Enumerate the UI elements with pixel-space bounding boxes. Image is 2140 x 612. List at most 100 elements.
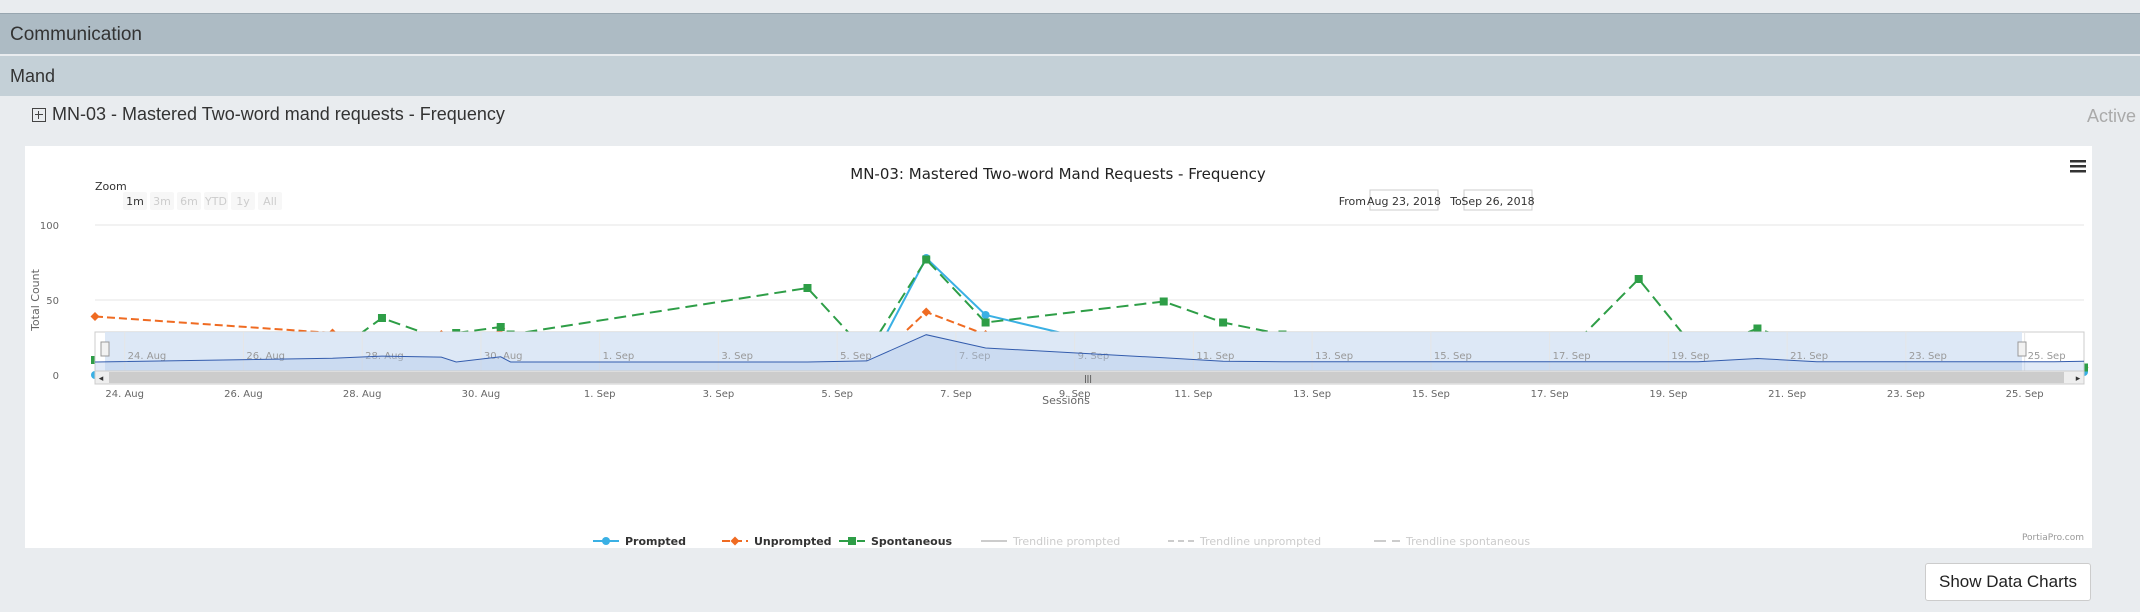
zoom-button[interactable]: YTD xyxy=(204,195,227,208)
x-tick-label: 1. Sep xyxy=(584,389,616,400)
y-tick-label: 0 xyxy=(53,371,59,382)
zoom-button[interactable]: 3m xyxy=(153,195,171,208)
navigator-line xyxy=(94,334,2085,363)
legend: Prompted Unprompted Spontaneous Trendline p… xyxy=(593,535,1530,548)
x-tick-label: 11. Sep xyxy=(1174,389,1212,400)
legend-item[interactable]: Prompted xyxy=(625,535,686,548)
data-point-spontaneous[interactable] xyxy=(496,323,505,331)
legend-item[interactable]: Trendline prompted xyxy=(1012,535,1120,548)
zoom-button-bg[interactable] xyxy=(123,192,147,210)
data-point-spontaneous[interactable] xyxy=(803,284,812,292)
goal-status: Active xyxy=(2086,106,2136,126)
data-point-spontaneous[interactable] xyxy=(1219,318,1228,327)
menu-icon-bar xyxy=(2070,160,2086,163)
range-from-input[interactable] xyxy=(1369,189,1439,211)
y-axis-label: Total Count xyxy=(29,268,42,332)
menu-icon-bar xyxy=(2070,170,2086,173)
navigator-tick-label: 25. Sep xyxy=(2028,351,2066,362)
navigator-tick-label: 24. Aug xyxy=(128,351,167,362)
section-header[interactable]: Communication xyxy=(0,13,2140,54)
data-point-unprompted[interactable] xyxy=(921,307,931,317)
navigator-tick-label: 3. Sep xyxy=(721,351,753,362)
range-to-label: To xyxy=(1449,195,1462,208)
zoom-button-bg[interactable] xyxy=(204,192,228,210)
zoom-label: Zoom xyxy=(95,180,127,193)
x-tick-label: 26. Aug xyxy=(224,389,263,400)
navigator-tick-label: 11. Sep xyxy=(1196,351,1234,362)
chart-title: MN-03: Mastered Two-word Mand Requests -… xyxy=(850,165,1266,183)
expand-icon[interactable] xyxy=(32,107,46,122)
legend-marker[interactable] xyxy=(848,537,856,545)
navigator-tick-label: 19. Sep xyxy=(1671,351,1709,362)
y-tick-label: 100 xyxy=(40,221,59,232)
scrollbar-grip-icon: ||| xyxy=(1084,374,1092,383)
chart-card: MN-03: Mastered Two-word Mand Requests -… xyxy=(25,146,2092,548)
zoom-button[interactable]: All xyxy=(263,195,277,208)
goal-header[interactable]: MN-03 - Mastered Two-word mand requests … xyxy=(32,104,505,125)
navigator-tick-label: 9. Sep xyxy=(1078,351,1110,362)
navigator-tick-label: 15. Sep xyxy=(1434,351,1472,362)
range-to-value[interactable]: Sep 26, 2018 xyxy=(1461,195,1534,208)
subsection-header[interactable]: Mand xyxy=(0,56,2140,96)
show-data-charts-button[interactable]: Show Data Charts xyxy=(1925,563,2091,601)
legend-item[interactable]: Unprompted xyxy=(754,535,832,548)
zoom-button-bg[interactable] xyxy=(177,192,201,210)
navigator[interactable]: 24. Aug 26. Aug 28. Aug 30. Aug 1. Sep 3. Sep… xyxy=(94,331,2085,385)
zoom-button[interactable]: 6m xyxy=(180,195,198,208)
navigator-tick-label: 13. Sep xyxy=(1315,351,1353,362)
x-tick-label: 3. Sep xyxy=(703,389,735,400)
x-axis-label: Sessions xyxy=(1042,394,1090,407)
x-tick-label: 13. Sep xyxy=(1293,389,1331,400)
x-tick-label: 15. Sep xyxy=(1412,389,1450,400)
x-tick-label: 23. Sep xyxy=(1887,389,1925,400)
data-point-spontaneous[interactable] xyxy=(1634,275,1643,283)
data-point-prompted[interactable] xyxy=(981,311,990,319)
navigator-tick-label: 17. Sep xyxy=(1553,351,1591,362)
chart: MN-03: Mastered Two-word Mand Requests -… xyxy=(29,160,2089,548)
section-title: Communication xyxy=(10,24,142,45)
scrollbar-right-arrow[interactable]: ▸ xyxy=(2076,374,2081,384)
navigator-tick-label: 7. Sep xyxy=(959,351,991,362)
range-from-value[interactable]: Aug 23, 2018 xyxy=(1367,195,1441,208)
x-tick-label: 28. Aug xyxy=(343,389,382,400)
legend-item[interactable]: Trendline unprompted xyxy=(1199,535,1321,548)
navigator-handle[interactable] xyxy=(2017,341,2027,357)
goal-title: MN-03 - Mastered Two-word mand requests … xyxy=(52,104,505,124)
zoom-button[interactable]: 1y xyxy=(236,195,250,208)
range-from-label: From xyxy=(1339,195,1366,208)
x-tick-label: 7. Sep xyxy=(940,389,972,400)
x-tick-label: 25. Sep xyxy=(2006,389,2044,400)
menu-icon-bar xyxy=(2070,165,2086,168)
subsection-title: Mand xyxy=(10,66,56,86)
legend-item[interactable]: Trendline spontaneous xyxy=(1405,535,1530,548)
zoom-button[interactable]: 1m xyxy=(126,195,144,208)
scrollbar-left-arrow[interactable]: ◂ xyxy=(99,374,104,384)
zoom-button-bg[interactable] xyxy=(258,192,282,210)
menu-icon[interactable] xyxy=(2070,160,2086,173)
x-tick-label: 21. Sep xyxy=(1768,389,1806,400)
x-tick-label: 19. Sep xyxy=(1649,389,1687,400)
credits-link[interactable]: PortiaPro.com xyxy=(2022,533,2084,543)
legend-marker[interactable] xyxy=(730,536,740,546)
navigator-handle[interactable] xyxy=(100,341,110,357)
data-point-unprompted[interactable] xyxy=(90,312,100,321)
scrollbar-thumb[interactable] xyxy=(109,372,2064,383)
y-tick-label: 50 xyxy=(46,296,59,307)
zoom-button-bg[interactable] xyxy=(231,192,255,210)
range-to-input[interactable] xyxy=(1463,189,1533,211)
zoom-button-bg[interactable] xyxy=(150,192,174,210)
navigator-tick-label: 23. Sep xyxy=(1909,351,1947,362)
x-tick-label: 9. Sep xyxy=(1059,389,1091,400)
x-tick-label: 17. Sep xyxy=(1531,389,1569,400)
navigator-tick-label: 30. Aug xyxy=(484,351,523,362)
navigator-selection[interactable] xyxy=(105,332,2022,371)
legend-item[interactable]: Spontaneous xyxy=(871,535,953,548)
legend-marker[interactable] xyxy=(602,537,610,545)
data-point-spontaneous[interactable] xyxy=(1753,324,1762,333)
data-point-spontaneous[interactable] xyxy=(922,255,931,264)
data-point-spontaneous[interactable] xyxy=(1159,297,1168,306)
data-point-spontaneous[interactable] xyxy=(377,314,386,322)
data-point-spontaneous[interactable] xyxy=(981,318,990,327)
navigator-tick-label: 5. Sep xyxy=(840,351,872,362)
navigator-tick-label: 1. Sep xyxy=(603,351,635,362)
